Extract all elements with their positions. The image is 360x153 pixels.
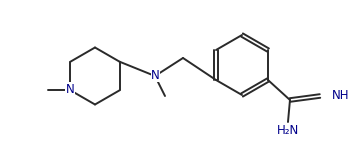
- Text: NH: NH: [332, 88, 350, 101]
- Text: N: N: [151, 69, 160, 82]
- Text: H₂N: H₂N: [277, 124, 299, 137]
- Text: N: N: [66, 83, 74, 96]
